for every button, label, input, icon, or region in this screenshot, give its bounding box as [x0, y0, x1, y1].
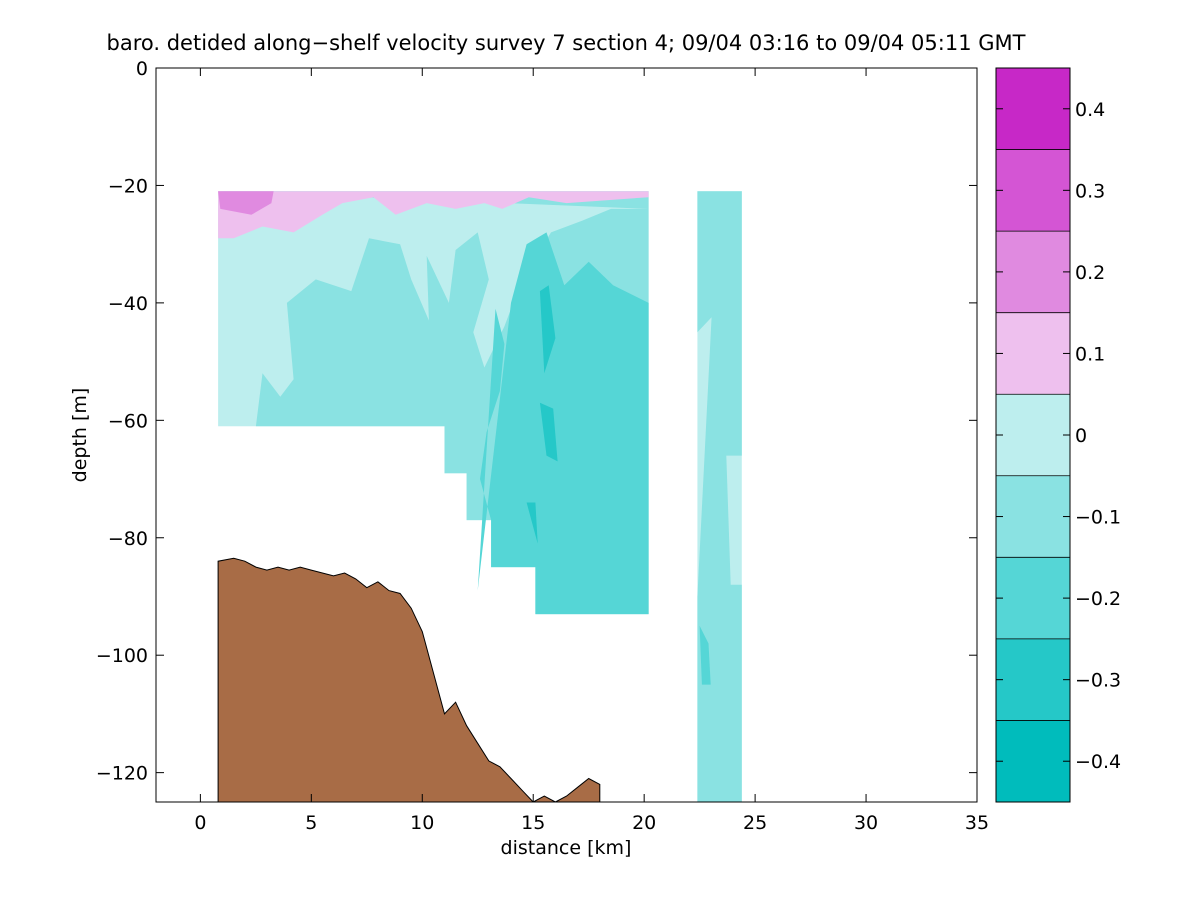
- colorbar-tick-label: −0.3: [1075, 670, 1121, 692]
- y-tick-label: −60: [108, 410, 148, 432]
- y-tick-label: −80: [108, 528, 148, 550]
- x-tick-label: 0: [194, 812, 206, 834]
- bathymetry-fill: [217, 557, 601, 802]
- x-axis-label: distance [km]: [501, 837, 632, 859]
- colorbar-tick-label: −0.4: [1075, 751, 1121, 773]
- contour-patch-3: [539, 285, 556, 374]
- x-tick-label: 30: [854, 812, 878, 834]
- colorbar-band: [996, 231, 1070, 313]
- contour-patch-6: [218, 191, 649, 239]
- x-tick-label: 15: [521, 812, 545, 834]
- y-axis: 0 −20 −40 −60 −80 −100 −120: [96, 58, 977, 785]
- colorbar-band: [996, 149, 1070, 232]
- seafloor: [217, 557, 601, 802]
- x-tick-label: 35: [965, 812, 989, 834]
- plot-frame: [155, 67, 978, 803]
- x-axis: 0 5 10 15 20 25 30 35: [194, 68, 989, 834]
- colorbar-band: [996, 638, 1070, 721]
- colorbar-band: [996, 720, 1070, 802]
- colorbar-tick-label: −0.1: [1075, 507, 1121, 529]
- colorbar-tick-label: 0.4: [1075, 99, 1105, 121]
- contour-patch-4: [539, 402, 558, 462]
- y-axis-label: depth [m]: [69, 388, 91, 483]
- x-tick-label: 20: [632, 812, 656, 834]
- contour-patch-9: [699, 625, 711, 685]
- plot-area: 0 5 10 15 20 25 30 35 0 −20 −40 −60 −80 −100 −120: [96, 58, 989, 834]
- y-tick-label: −20: [108, 175, 148, 197]
- chart-title: baro. detided along−shelf velocity surve…: [107, 31, 1026, 55]
- contour-field: [218, 191, 742, 802]
- colorbar-tick-label: 0.3: [1075, 180, 1105, 202]
- colorbar-tick-label: 0: [1075, 425, 1087, 447]
- y-tick-label: −100: [96, 645, 148, 667]
- colorbar-band: [996, 68, 1070, 150]
- y-tick-label: −120: [96, 763, 148, 785]
- colorbar-band: [996, 475, 1070, 558]
- contour-patch-2: [477, 232, 649, 615]
- colorbar-band: [996, 394, 1070, 476]
- colorbar-tick-label: 0.1: [1075, 343, 1105, 365]
- colorbar-tick-label: −0.2: [1075, 588, 1121, 610]
- colorbar-band: [996, 312, 1070, 395]
- contour-patch-7: [218, 191, 274, 215]
- colorbar-band: [996, 557, 1070, 639]
- x-tick-label: 10: [410, 812, 434, 834]
- y-tick-label: −40: [108, 293, 148, 315]
- colorbar: −0.4 −0.3 −0.2 −0.1 0 0.1 0.2 0.3 0.4: [995, 67, 1121, 803]
- y-tick-label: 0: [136, 58, 148, 80]
- contour-patch-5: [526, 502, 538, 544]
- colorbar-tick-label: 0.2: [1075, 262, 1105, 284]
- x-tick-label: 25: [743, 812, 767, 834]
- x-tick-label: 5: [305, 812, 317, 834]
